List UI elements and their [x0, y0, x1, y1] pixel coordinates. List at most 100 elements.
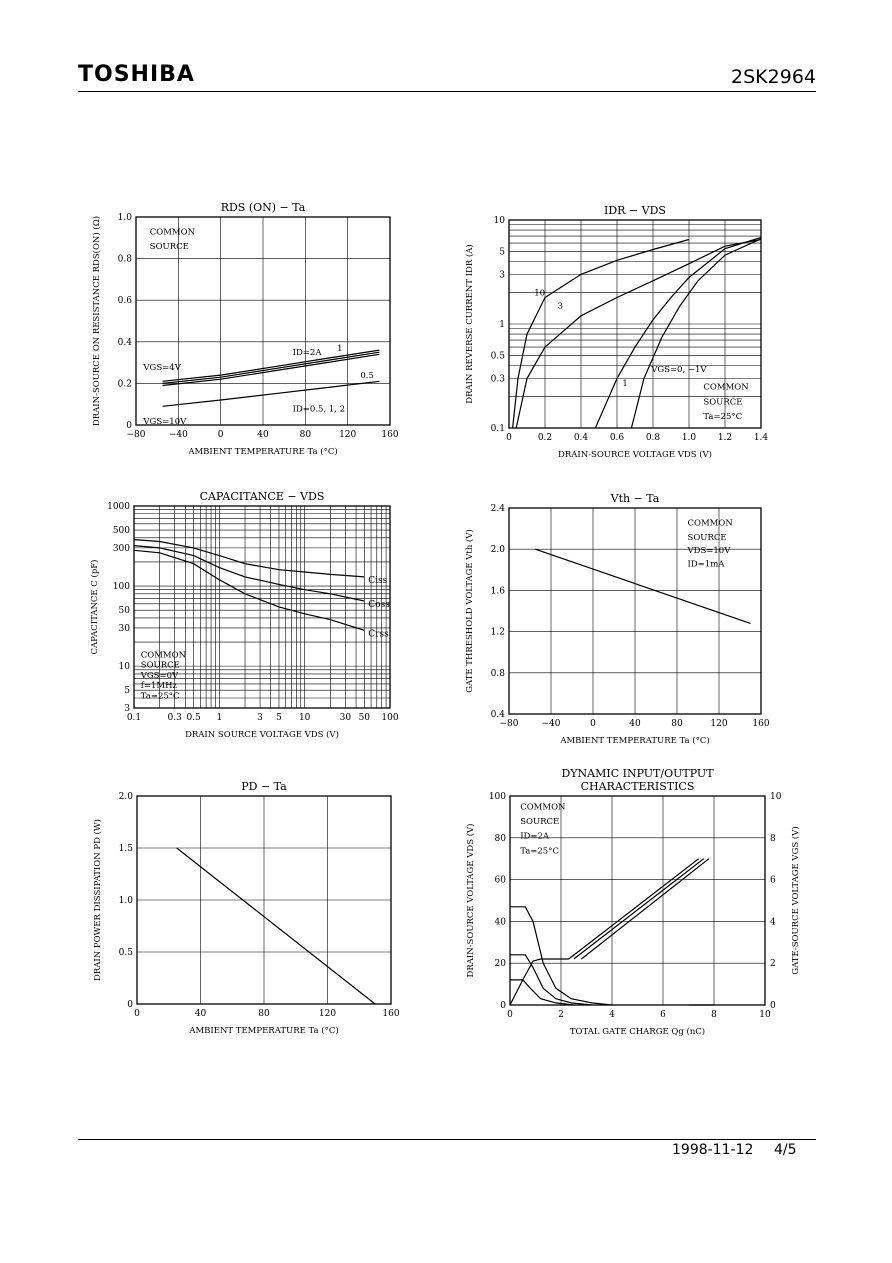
footer-rule: [78, 1139, 816, 1140]
chart-annotation: 10: [534, 289, 545, 299]
header-rule: [78, 91, 816, 92]
power-dissipation-vs-temperature-chart: 0 40 80 120 160 0 0.5 1.0 1.5 2.0 PD − Ta AMBIENT T…: [92, 780, 400, 1036]
plot-frame: [136, 795, 392, 1005]
y-tick-label: 10: [119, 662, 131, 672]
x-tick-label: 160: [381, 430, 398, 440]
chart-annotation: SOURCE: [688, 533, 727, 543]
x-tick-label: 30: [340, 713, 352, 723]
y-tick-label: 2.4: [491, 504, 506, 514]
x-tick-label: 0: [218, 430, 224, 440]
x-tick-label: 3: [257, 713, 263, 723]
chart-annotation: 1: [337, 344, 342, 354]
y-tick-label: 5: [124, 686, 130, 696]
x-tick-label: 0.3: [168, 713, 183, 723]
x-axis-label: DRAIN-SOURCE VOLTAGE VDS (V): [558, 449, 712, 460]
y-tick-label: 60: [495, 876, 507, 886]
y2-axis-label: GATE-SOURCE VOLTAGE VGS (V): [790, 826, 801, 974]
chart-annotation: COMMON: [520, 802, 566, 812]
y-tick-label: 20: [495, 959, 507, 969]
y-axis-label: DRAIN POWER DISSIPATION PD (W): [92, 819, 103, 981]
chart-title: CAPACITANCE − VDS: [200, 490, 325, 503]
x-tick-label: 80: [300, 430, 312, 440]
y-tick-label: 0.5: [491, 351, 506, 361]
x-tick-label: 0.1: [127, 713, 141, 723]
chart-title: RDS (ON) − Ta: [221, 201, 306, 214]
part-number: 2SK2964: [731, 66, 816, 88]
y-axis-label: GATE THRESHOLD VOLTAGE Vth (V): [464, 529, 475, 693]
x-tick-label: 0: [134, 1009, 140, 1019]
chart-annotation: ID=1mA: [688, 560, 726, 570]
plot-frame: [135, 216, 391, 426]
x-tick-label: 5: [276, 713, 282, 723]
x-tick-label: 80: [671, 719, 683, 729]
x-tick-label: 160: [752, 719, 769, 729]
chart-annotation: VDS=10V: [687, 546, 732, 556]
x-tick-label: 100: [381, 713, 398, 723]
chart-annotation: Ta=25°C: [520, 846, 559, 856]
chart-annotation: ID=0.5, 1, 2: [293, 404, 345, 414]
coss-line: [133, 545, 365, 602]
y-tick-label: 0.4: [118, 338, 133, 348]
series-1-line: [512, 238, 690, 429]
chart-annotation: SOURCE: [520, 817, 559, 827]
y-tick-label: 2.0: [491, 545, 506, 555]
x-tick-label: 0.8: [646, 433, 661, 443]
y-tick-label: 5: [499, 247, 505, 257]
x-tick-label: 0.5: [186, 713, 201, 723]
series-4-line: [509, 858, 700, 1006]
series-4-line: [162, 380, 380, 407]
chart-annotation: ID=2A: [520, 832, 550, 842]
rds-on-vs-temperature-chart: −80 −40 0 40 80 120 160 0 0.2 0.4 0.6 0.8 1.0 RDS (ON…: [91, 201, 399, 457]
y-tick-label: 2.0: [119, 792, 134, 802]
y-tick-label: 1.6: [491, 586, 506, 596]
x-tick-label: 2: [558, 1010, 564, 1020]
plot-frame: [133, 505, 391, 709]
y-axis-label: DRAIN-SOURCE ON RESISTANCE RDS(ON) (Ω): [91, 216, 102, 426]
y-tick-label: 30: [119, 624, 131, 634]
y2-tick-label: 8: [770, 834, 776, 844]
y-tick-label: 80: [495, 834, 507, 844]
chart-annotation: 0.5: [360, 371, 374, 381]
document-date: 1998-11-12: [672, 1142, 754, 1158]
y-tick-label: 50: [119, 606, 131, 616]
series-2-line: [510, 954, 592, 1006]
y-axis-label: DRAIN-SOURCE VOLTAGE VDS (V): [465, 824, 476, 978]
crss-line: [133, 549, 365, 631]
y-axis-label: DRAIN REVERSE CURRENT IDR (A): [464, 244, 475, 403]
x-tick-label: 120: [710, 719, 727, 729]
series-3-line: [510, 979, 574, 1006]
y-tick-label: 1.0: [118, 213, 133, 223]
chart-annotation: Ta=25°C: [141, 691, 180, 701]
x-tick-label: 1.2: [718, 433, 732, 443]
series-label: Coss: [368, 600, 390, 610]
threshold-voltage-vs-temperature-chart: −80 −40 0 40 80 120 160 0.4 0.8 1.2 1.6 2.0 2.4 Vth −…: [464, 492, 770, 746]
y-tick-label: 0.3: [491, 374, 506, 384]
y-tick-label: 0.5: [119, 948, 134, 958]
chart-annotation: COMMON: [703, 383, 749, 393]
y-tick-label: 1.2: [491, 628, 505, 638]
x-axis-label: DRAIN SOURCE VOLTAGE VDS (V): [185, 729, 339, 740]
chart-subtitle: CHARACTERISTICS: [581, 780, 695, 793]
chart-annotation: VGS=0, −1V: [650, 365, 707, 375]
chart-annotation: Ta=25°C: [703, 412, 742, 422]
series-5-line: [573, 858, 705, 960]
x-tick-label: 8: [711, 1010, 717, 1020]
chart-title: Vth − Ta: [610, 492, 660, 505]
y-tick-label: 0.1: [491, 424, 505, 434]
y-tick-label: 0.2: [118, 379, 132, 389]
x-axis-label: AMBIENT TEMPERATURE Ta (°C): [187, 446, 337, 457]
series-1-line: [162, 353, 380, 387]
series-2-line: [515, 238, 762, 429]
x-tick-label: 10: [759, 1010, 771, 1020]
capacitance-vs-vds-chart: 0.1 0.3 0.5 1 3 5 10 30 50 100 3 5 10 30 50 100 300 500 10…: [89, 490, 399, 740]
y-tick-label: 0: [126, 421, 132, 431]
chart-annotation: 3: [558, 302, 563, 312]
chart-annotation: COMMON: [688, 518, 734, 528]
page-number: 4/5: [774, 1142, 797, 1158]
y2-tick-label: 2: [770, 959, 776, 969]
x-tick-label: −80: [127, 430, 146, 440]
x-tick-label: 80: [258, 1009, 270, 1019]
chart-title: DYNAMIC INPUT/OUTPUT: [561, 767, 714, 780]
x-axis-label: AMBIENT TEMPERATURE Ta (°C): [188, 1025, 338, 1036]
y-tick-label: 0: [500, 1001, 506, 1011]
